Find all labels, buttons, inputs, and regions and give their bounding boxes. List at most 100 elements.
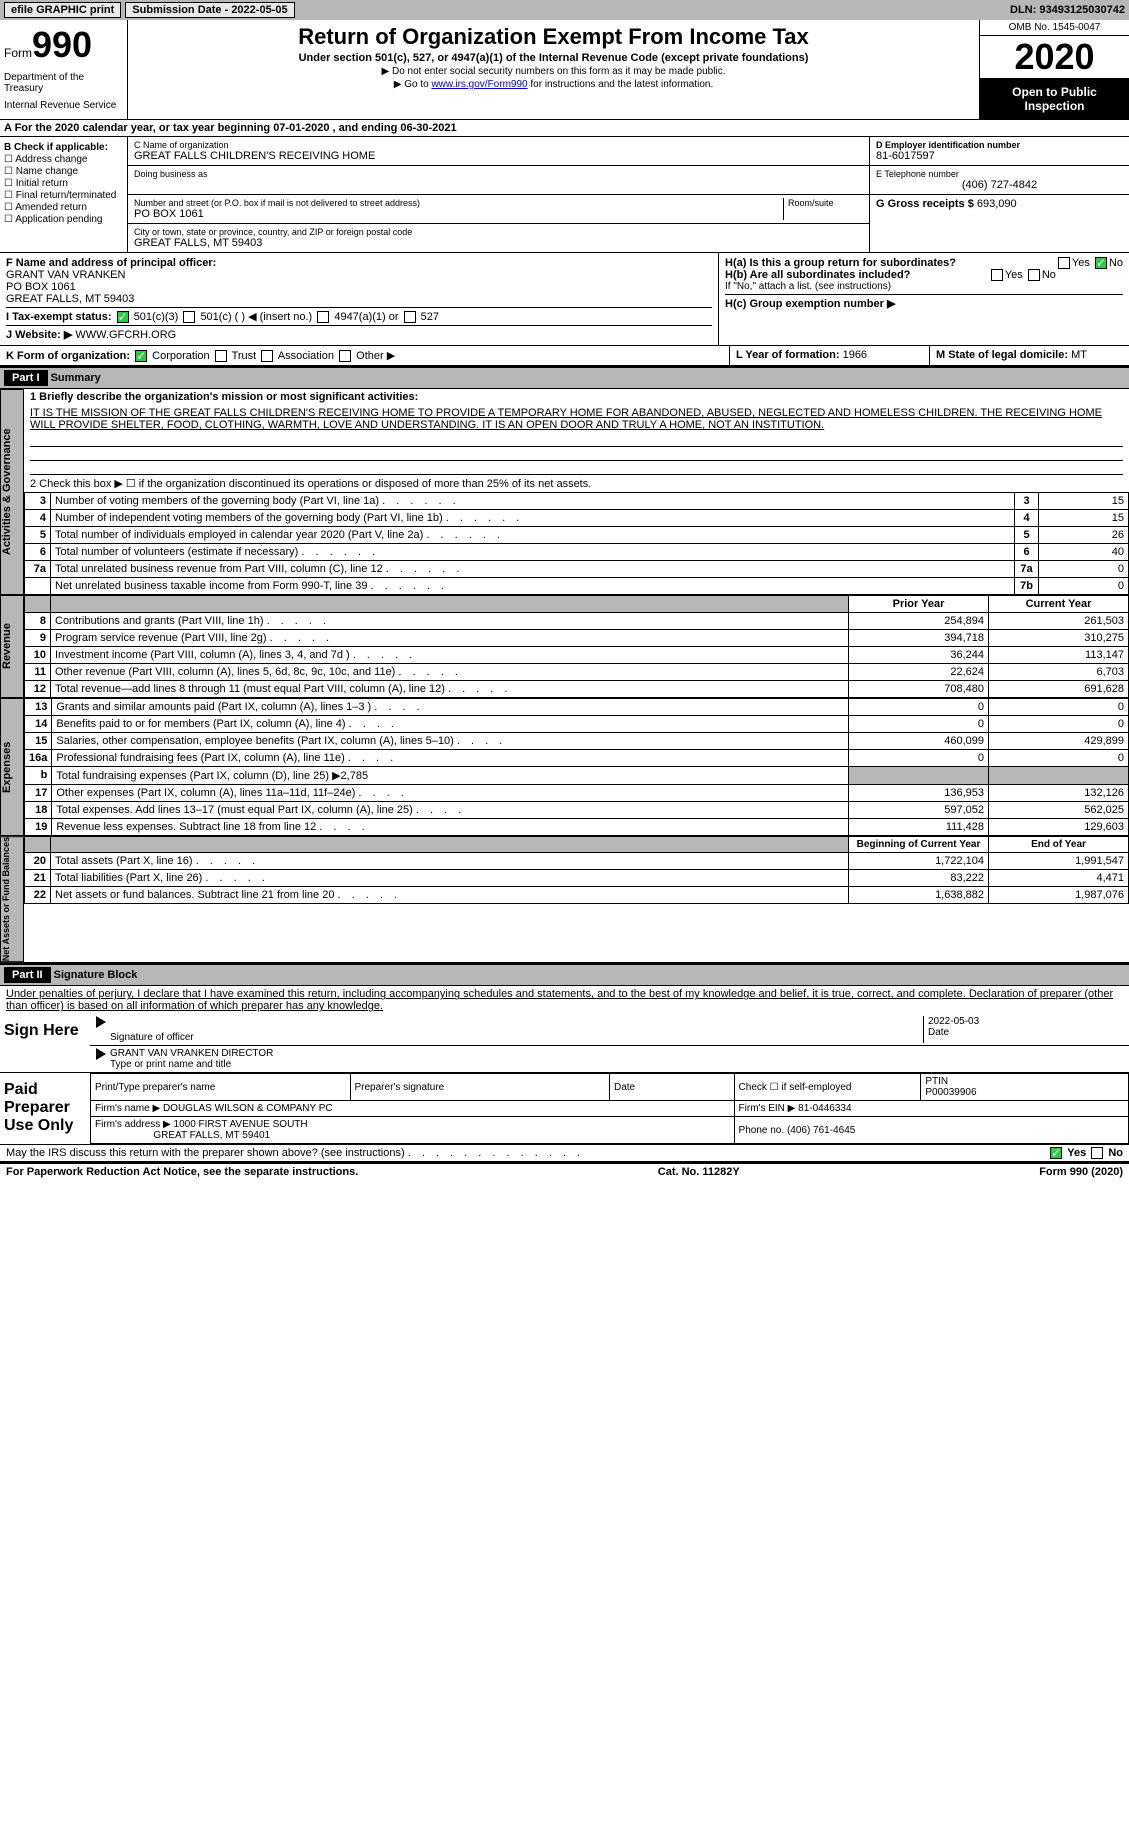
sidebar-netassets: Net Assets or Fund Balances [0,836,24,962]
sidebar-revenue: Revenue [0,595,24,698]
line-num: 13 [25,699,52,716]
opt-501c3: 501(c)(3) [134,311,179,323]
line-num: 16a [25,750,52,767]
c-name-lbl: C Name of organization [134,140,863,150]
line-num: 22 [25,887,51,904]
line-num: 12 [25,681,51,698]
line-num [25,578,51,595]
k-lbl: K Form of organization: [6,350,130,362]
prep-name-lbl: Print/Type preparer's name [91,1074,351,1101]
opt-address-change[interactable]: ☐ Address change [4,154,123,165]
org-name: GREAT FALLS CHILDREN'S RECEIVING HOME [134,150,863,162]
value: 0 [1039,561,1129,578]
prior-value: 22,624 [849,664,989,681]
line-desc: Investment income (Part VIII, column (A)… [51,647,849,664]
ein-lbl: D Employer identification number [876,140,1020,150]
line-desc: Total fundraising expenses (Part IX, col… [52,767,849,785]
current-value: 691,628 [989,681,1129,698]
submission-date: Submission Date - 2022-05-05 [125,2,294,18]
line-desc: Grants and similar amounts paid (Part IX… [52,699,849,716]
col-c: C Name of organization GREAT FALLS CHILD… [128,137,869,252]
room-lbl: Room/suite [788,198,863,208]
expenses-section: Expenses 13 Grants and similar amounts p… [0,698,1129,836]
opt-application[interactable]: ☐ Application pending [4,214,123,225]
firm-ein-lbl: Firm's EIN ▶ [739,1103,796,1114]
chk-501c[interactable] [183,311,195,323]
chk-corp[interactable] [135,350,147,362]
tax-year: 2020 [980,36,1129,79]
form-prefix: Form [4,46,32,60]
line-num: 15 [25,733,52,750]
prior-value: 0 [849,716,989,733]
ha-no[interactable] [1095,257,1107,269]
officer-addr1: PO BOX 1061 [6,281,712,293]
chk-527[interactable] [404,311,416,323]
firm-ein: 81-0446334 [798,1103,851,1114]
line-desc: Number of independent voting members of … [51,510,1015,527]
chk-other[interactable] [339,350,351,362]
col-d: D Employer identification number 81-6017… [869,137,1129,252]
sign-here-label: Sign Here [0,1014,90,1072]
current-value: 562,025 [989,802,1129,819]
ha-yes[interactable] [1058,257,1070,269]
j-lbl: J Website: ▶ [6,329,72,341]
discuss-no[interactable] [1091,1147,1103,1159]
omb-number: OMB No. 1545-0047 [980,20,1129,36]
discuss-yes[interactable] [1050,1147,1062,1159]
line-desc: Total assets (Part X, line 16) . . . . . [51,853,849,870]
city: GREAT FALLS, MT 59403 [134,237,863,249]
firm-phone: (406) 761-4645 [787,1125,855,1136]
opt-initial-return[interactable]: ☐ Initial return [4,178,123,189]
mission-text: IT IS THE MISSION OF THE GREAT FALLS CHI… [24,405,1129,433]
hb-lbl: H(b) Are all subordinates included? [725,269,910,281]
line-num: b [25,767,52,785]
line-desc: Professional fundraising fees (Part IX, … [52,750,849,767]
line1-lbl: 1 Briefly describe the organization's mi… [30,391,418,403]
value: 26 [1039,527,1129,544]
opt-final-return[interactable]: ☐ Final return/terminated [4,190,123,201]
revenue-section: Revenue Prior Year Current Year8 Contrib… [0,595,1129,698]
current-value: 0 [989,699,1129,716]
line-num: 4 [25,510,51,527]
name-lbl: Type or print name and title [110,1059,231,1070]
prior-value: 0 [849,699,989,716]
prep-selfemp: Check ☐ if self-employed [734,1074,921,1101]
line-num: 8 [25,613,51,630]
chk-4947[interactable] [317,311,329,323]
line-desc: Total revenue—add lines 8 through 11 (mu… [51,681,849,698]
line-desc: Revenue less expenses. Subtract line 18 … [52,819,849,836]
opt-amended[interactable]: ☐ Amended return [4,202,123,213]
hb-yes[interactable] [991,269,1003,281]
box-num: 7a [1015,561,1039,578]
line-desc: Net assets or fund balances. Subtract li… [51,887,849,904]
line-desc: Total unrelated business revenue from Pa… [51,561,1015,578]
phone-lbl: Phone no. [739,1125,785,1136]
instructions-link[interactable]: www.irs.gov/Form990 [431,79,527,90]
l-lbl: L Year of formation: [736,349,840,361]
arrow-icon [96,1048,106,1060]
current-value: 310,275 [989,630,1129,647]
chk-501c3[interactable] [117,311,129,323]
line-desc: Total liabilities (Part X, line 26) . . … [51,870,849,887]
paperwork-notice: For Paperwork Reduction Act Notice, see … [6,1166,358,1178]
line-desc: Other expenses (Part IX, column (A), lin… [52,785,849,802]
opt-527: 527 [421,311,439,323]
preparer-table: Print/Type preparer's name Preparer's si… [90,1073,1129,1144]
revenue-table: Prior Year Current Year8 Contributions a… [24,595,1129,698]
prior-value: 394,718 [849,630,989,647]
efile-btn[interactable]: efile GRAPHIC print [4,2,121,18]
hb-no[interactable] [1028,269,1040,281]
chk-assoc[interactable] [261,350,273,362]
box-num: 6 [1015,544,1039,561]
opt-name-change[interactable]: ☐ Name change [4,166,123,177]
hc-lbl: H(c) Group exemption number ▶ [725,298,895,310]
ptin-lbl: PTIN [925,1076,948,1087]
line-num: 10 [25,647,51,664]
line-num: 9 [25,630,51,647]
ha-lbl: H(a) Is this a group return for subordin… [725,257,956,269]
chk-trust[interactable] [215,350,227,362]
f-lbl: F Name and address of principal officer: [6,257,216,269]
tel-lbl: E Telephone number [876,169,1123,179]
note2: ▶ Go to www.irs.gov/Form990 for instruct… [132,79,975,90]
line-num: 6 [25,544,51,561]
